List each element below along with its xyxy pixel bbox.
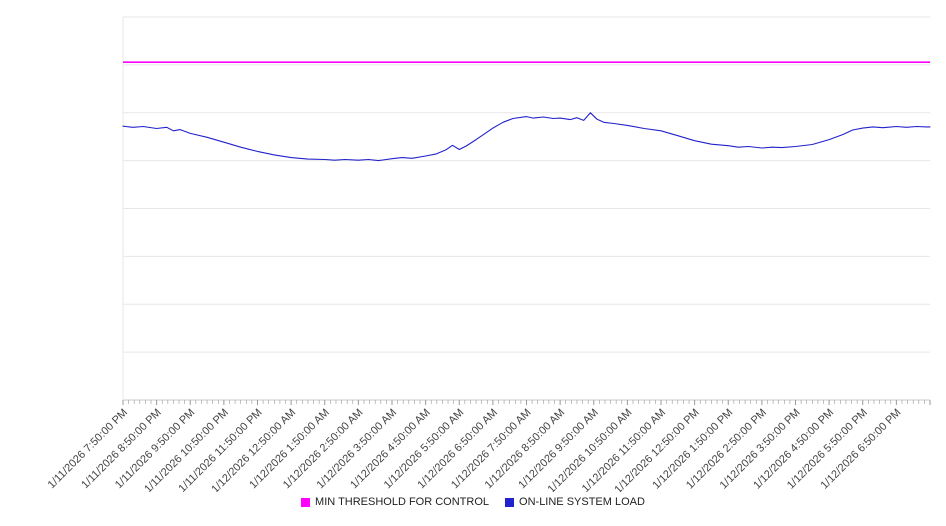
chart-canvas: 1/11/2026 7:50:00 PM1/11/2026 8:50:00 PM… — [46, 16, 931, 496]
legend-item-min-threshold: MIN THRESHOLD FOR CONTROL — [301, 496, 489, 508]
system-load-chart: 1/11/2026 7:50:00 PM 1/11/2026 8:50:00 PM… — [46, 16, 931, 496]
chart-legend: MIN THRESHOLD FOR CONTROL ON-LINE SYSTEM… — [0, 496, 946, 508]
legend-label-min-threshold: MIN THRESHOLD FOR CONTROL — [315, 496, 490, 508]
legend-item-online-system-load: ON-LINE SYSTEM LOAD — [505, 496, 645, 508]
online-system-load-swatch-icon — [505, 497, 515, 507]
legend-label-online-system-load: ON-LINE SYSTEM LOAD — [519, 496, 645, 508]
min-threshold-swatch-icon — [301, 497, 311, 507]
